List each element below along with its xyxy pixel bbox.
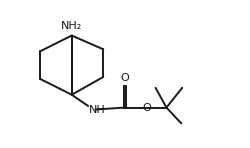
Text: NH: NH xyxy=(88,104,105,115)
Text: NH₂: NH₂ xyxy=(61,21,82,31)
Text: O: O xyxy=(120,73,129,83)
Text: O: O xyxy=(143,103,152,112)
